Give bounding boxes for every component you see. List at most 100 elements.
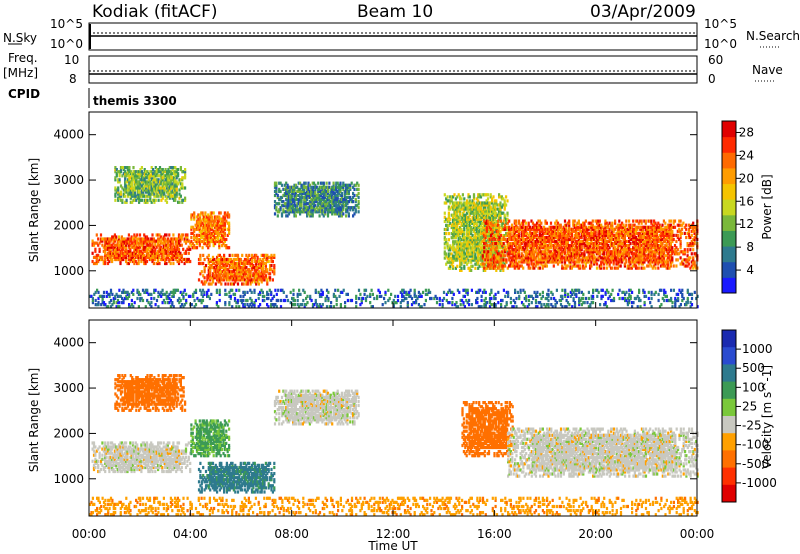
range-gate-cell	[495, 203, 498, 207]
range-gate-cell	[452, 258, 455, 262]
range-gate-cell	[227, 259, 230, 264]
range-gate-cell	[452, 223, 455, 227]
range-gate-cell	[114, 176, 117, 180]
range-gate-cell	[548, 233, 551, 237]
range-gate-cell	[519, 246, 522, 250]
range-gate-cell	[152, 198, 155, 202]
range-gate-cell	[308, 214, 311, 218]
range-gate-cell	[137, 245, 140, 249]
range-gate-cell	[129, 188, 132, 192]
range-gate-cell	[153, 174, 156, 178]
range-gate-cell	[498, 207, 501, 211]
range-gate-cell	[202, 231, 206, 235]
range-gate-cell	[505, 234, 508, 238]
range-gate-cell	[198, 225, 201, 229]
range-gate-cell	[270, 257, 273, 262]
range-gate-cell	[307, 189, 310, 193]
range-gate-cell	[478, 256, 481, 260]
range-gate-cell	[489, 213, 492, 217]
range-gate-cell	[443, 201, 446, 205]
range-gate-cell	[214, 270, 217, 274]
range-gate-cell	[349, 187, 352, 191]
range-gate-cell	[491, 254, 494, 258]
range-gate-cell	[116, 251, 119, 255]
range-gate-cell	[502, 219, 505, 223]
range-gate-cell	[136, 255, 139, 259]
range-gate-cell	[497, 254, 500, 258]
range-gate-cell	[104, 261, 107, 266]
range-gate-cell	[460, 238, 463, 242]
range-gate-cell	[236, 253, 240, 257]
range-gate-cell	[246, 278, 249, 282]
range-gate-cell	[346, 202, 349, 206]
range-gate-cell	[318, 195, 321, 200]
range-gate-cell	[142, 194, 145, 198]
range-gate-cell	[209, 266, 212, 270]
range-gate-cell	[131, 182, 134, 186]
range-gate-cell	[495, 268, 498, 272]
range-gate-cell	[482, 215, 485, 219]
range-gate-cell	[472, 258, 476, 262]
range-gate-cell	[527, 262, 530, 266]
range-gate-cell	[216, 225, 219, 229]
range-gate-cell	[138, 188, 141, 192]
range-gate-cell	[538, 233, 541, 237]
range-gate-cell	[119, 251, 122, 255]
range-gate-cell	[463, 242, 466, 246]
range-gate-cell	[321, 195, 324, 200]
range-gate-cell	[484, 215, 487, 219]
range-gate-cell	[329, 191, 332, 196]
range-gate-cell	[225, 213, 228, 217]
range-gate-cell	[474, 242, 477, 246]
freq-label: Freq.	[8, 51, 38, 65]
range-gate-cell	[597, 233, 600, 237]
range-gate-cell	[457, 201, 460, 205]
range-gate-cell	[126, 178, 130, 182]
range-gate-cell	[565, 229, 568, 233]
range-gate-cell	[273, 183, 277, 187]
range-gate-cell	[591, 246, 594, 250]
range-gate-cell	[477, 207, 480, 211]
range-gate-cell	[132, 190, 135, 194]
range-gate-cell	[282, 208, 285, 212]
range-gate-cell	[285, 189, 288, 193]
range-gate-cell	[306, 208, 309, 212]
range-gate-cell	[565, 239, 568, 244]
range-gate-cell	[526, 248, 529, 252]
range-gate-cell	[548, 246, 551, 250]
range-gate-cell	[538, 252, 541, 256]
range-gate-cell	[278, 208, 281, 212]
range-gate-cell	[487, 250, 490, 254]
range-gate-cell	[495, 234, 498, 238]
range-gate-cell	[321, 212, 324, 216]
range-gate-cell	[324, 202, 327, 206]
range-gate-cell	[597, 237, 600, 242]
range-gate-cell	[227, 282, 230, 286]
range-gate-cell	[223, 257, 226, 262]
range-gate-cell	[168, 259, 171, 264]
range-gate-cell	[172, 186, 176, 190]
range-gate-cell	[491, 260, 494, 264]
range-gate-cell	[307, 206, 310, 210]
range-gate-cell	[216, 266, 219, 270]
range-gate-cell	[459, 246, 462, 250]
range-gate-cell	[324, 212, 327, 216]
range-gate-cell	[283, 187, 286, 191]
range-gate-cell	[484, 227, 487, 231]
range-gate-cell	[576, 221, 579, 225]
range-gate-cell	[290, 206, 293, 210]
range-gate-cell	[577, 258, 580, 262]
range-gate-cell	[199, 257, 202, 262]
range-gate-cell	[587, 252, 590, 256]
range-gate-cell	[529, 250, 532, 254]
range-gate-cell	[164, 188, 167, 192]
range-gate-cell	[193, 229, 196, 233]
range-gate-cell	[175, 239, 178, 243]
nave-tick-bottom: 0	[708, 72, 716, 86]
range-gate-cell	[173, 251, 176, 255]
range-gate-cell	[193, 213, 196, 217]
range-gate-cell	[472, 213, 476, 217]
range-gate-cell	[153, 200, 156, 204]
range-gate-cell	[509, 229, 512, 233]
range-gate-cell	[586, 242, 589, 246]
